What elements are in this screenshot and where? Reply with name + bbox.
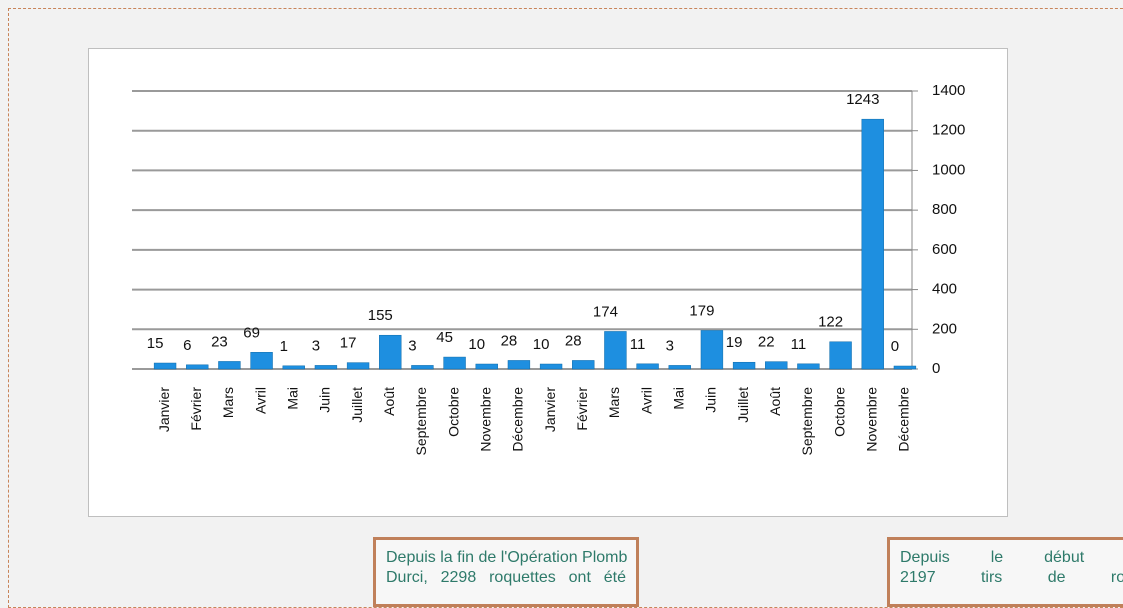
value-label: 45 <box>436 329 453 346</box>
x-tick-label: Juillet <box>349 387 365 423</box>
bar <box>861 118 884 370</box>
bar <box>539 363 563 370</box>
value-label: 69 <box>243 324 260 341</box>
bar <box>893 365 917 370</box>
value-label: 0 <box>891 338 899 355</box>
value-label: 10 <box>533 336 550 353</box>
bar <box>379 334 402 370</box>
x-tick-label: Avril <box>638 387 654 414</box>
bar <box>507 360 531 370</box>
value-label: 23 <box>211 333 228 350</box>
bar <box>282 365 305 370</box>
bar <box>829 341 852 370</box>
x-tick-label: Février <box>574 387 590 431</box>
bar <box>668 365 691 370</box>
x-tick-label: Juin <box>703 387 719 413</box>
x-tick-label: Avril <box>252 387 268 414</box>
y-tick-label: 1000 <box>932 161 965 178</box>
x-tick-label: Octobre <box>445 387 461 437</box>
y-tick-label: 800 <box>932 201 957 218</box>
x-tick-label: Septembre <box>799 387 815 456</box>
x-tick-label: Août <box>767 387 783 416</box>
bar <box>186 364 209 370</box>
bar <box>797 363 820 370</box>
x-tick-label: Août <box>381 387 397 416</box>
x-tick-label: Septembre <box>413 387 429 456</box>
bar <box>218 361 241 370</box>
x-tick-label: Décembre <box>510 387 526 452</box>
x-tick-label: Novembre <box>863 387 879 452</box>
value-label: 3 <box>666 337 674 354</box>
value-label: 19 <box>726 334 743 351</box>
y-tick-label: 0 <box>932 360 940 377</box>
value-label: 28 <box>501 332 518 349</box>
chart: 0 200 400 600 800 1000 1200 1400 Janvier 15 Févrie… <box>132 82 965 456</box>
page: 0 200 400 600 800 1000 1200 1400 Janvier 15 Févrie… <box>8 8 1123 608</box>
value-label: 174 <box>593 303 618 320</box>
value-label: 1243 <box>846 91 879 108</box>
value-label: 11 <box>630 336 646 353</box>
value-label: 179 <box>689 302 714 319</box>
bar <box>732 361 756 370</box>
value-label: 155 <box>368 307 393 324</box>
bar <box>604 331 627 370</box>
value-label: 17 <box>340 335 357 352</box>
y-tick-label: 1400 <box>932 82 965 99</box>
value-label: 6 <box>183 337 191 354</box>
x-tick-label: Décembre <box>896 387 912 452</box>
bar <box>250 352 273 370</box>
value-label: 15 <box>147 335 164 352</box>
x-tick-label: Juillet <box>735 387 751 423</box>
note-line: Durci, 2298 roquettes ont été <box>386 569 626 586</box>
note-line: Depuis le début d <box>900 549 1123 566</box>
bar <box>475 363 498 370</box>
bar <box>572 360 595 370</box>
y-tick-label: 200 <box>932 320 957 337</box>
value-label: 122 <box>818 314 843 331</box>
x-tick-label: Mai <box>284 387 300 410</box>
value-label: 1 <box>280 338 288 355</box>
x-tick-label: Janvier <box>156 387 172 432</box>
value-label: 3 <box>312 337 320 354</box>
value-label: 10 <box>468 336 485 353</box>
note-box: Depuis le début d 2197 tirs de roq <box>887 537 1123 607</box>
bar <box>700 330 724 370</box>
x-tick-label: Mars <box>606 387 622 418</box>
x-tick-label: Janvier <box>542 387 558 432</box>
value-label: 22 <box>758 334 775 351</box>
value-label: 11 <box>791 336 807 353</box>
bar <box>765 361 788 370</box>
bar <box>314 365 338 370</box>
y-tick-label: 600 <box>932 241 957 258</box>
x-tick-label: Juin <box>317 387 333 413</box>
chart-box <box>88 48 1008 517</box>
note-line: Depuis la fin de l'Opération Plomb <box>386 549 628 566</box>
x-tick-label: Février <box>188 387 204 431</box>
x-tick-label: Novembre <box>477 387 493 452</box>
x-tick-label: Mai <box>670 387 686 410</box>
x-tick-label: Mars <box>220 387 236 418</box>
bar <box>153 362 177 370</box>
bar <box>443 356 466 370</box>
note-line: 2197 tirs de roq <box>900 569 1123 586</box>
bar <box>346 362 370 370</box>
bar <box>636 363 659 370</box>
y-tick-label: 1200 <box>932 122 965 139</box>
bar <box>411 365 434 370</box>
value-label: 28 <box>565 332 582 349</box>
x-tick-label: Octobre <box>831 387 847 437</box>
y-tick-label: 400 <box>932 281 957 298</box>
value-label: 3 <box>408 337 416 354</box>
note-box: Depuis la fin de l'Opération Plomb Durci,… <box>373 537 639 607</box>
